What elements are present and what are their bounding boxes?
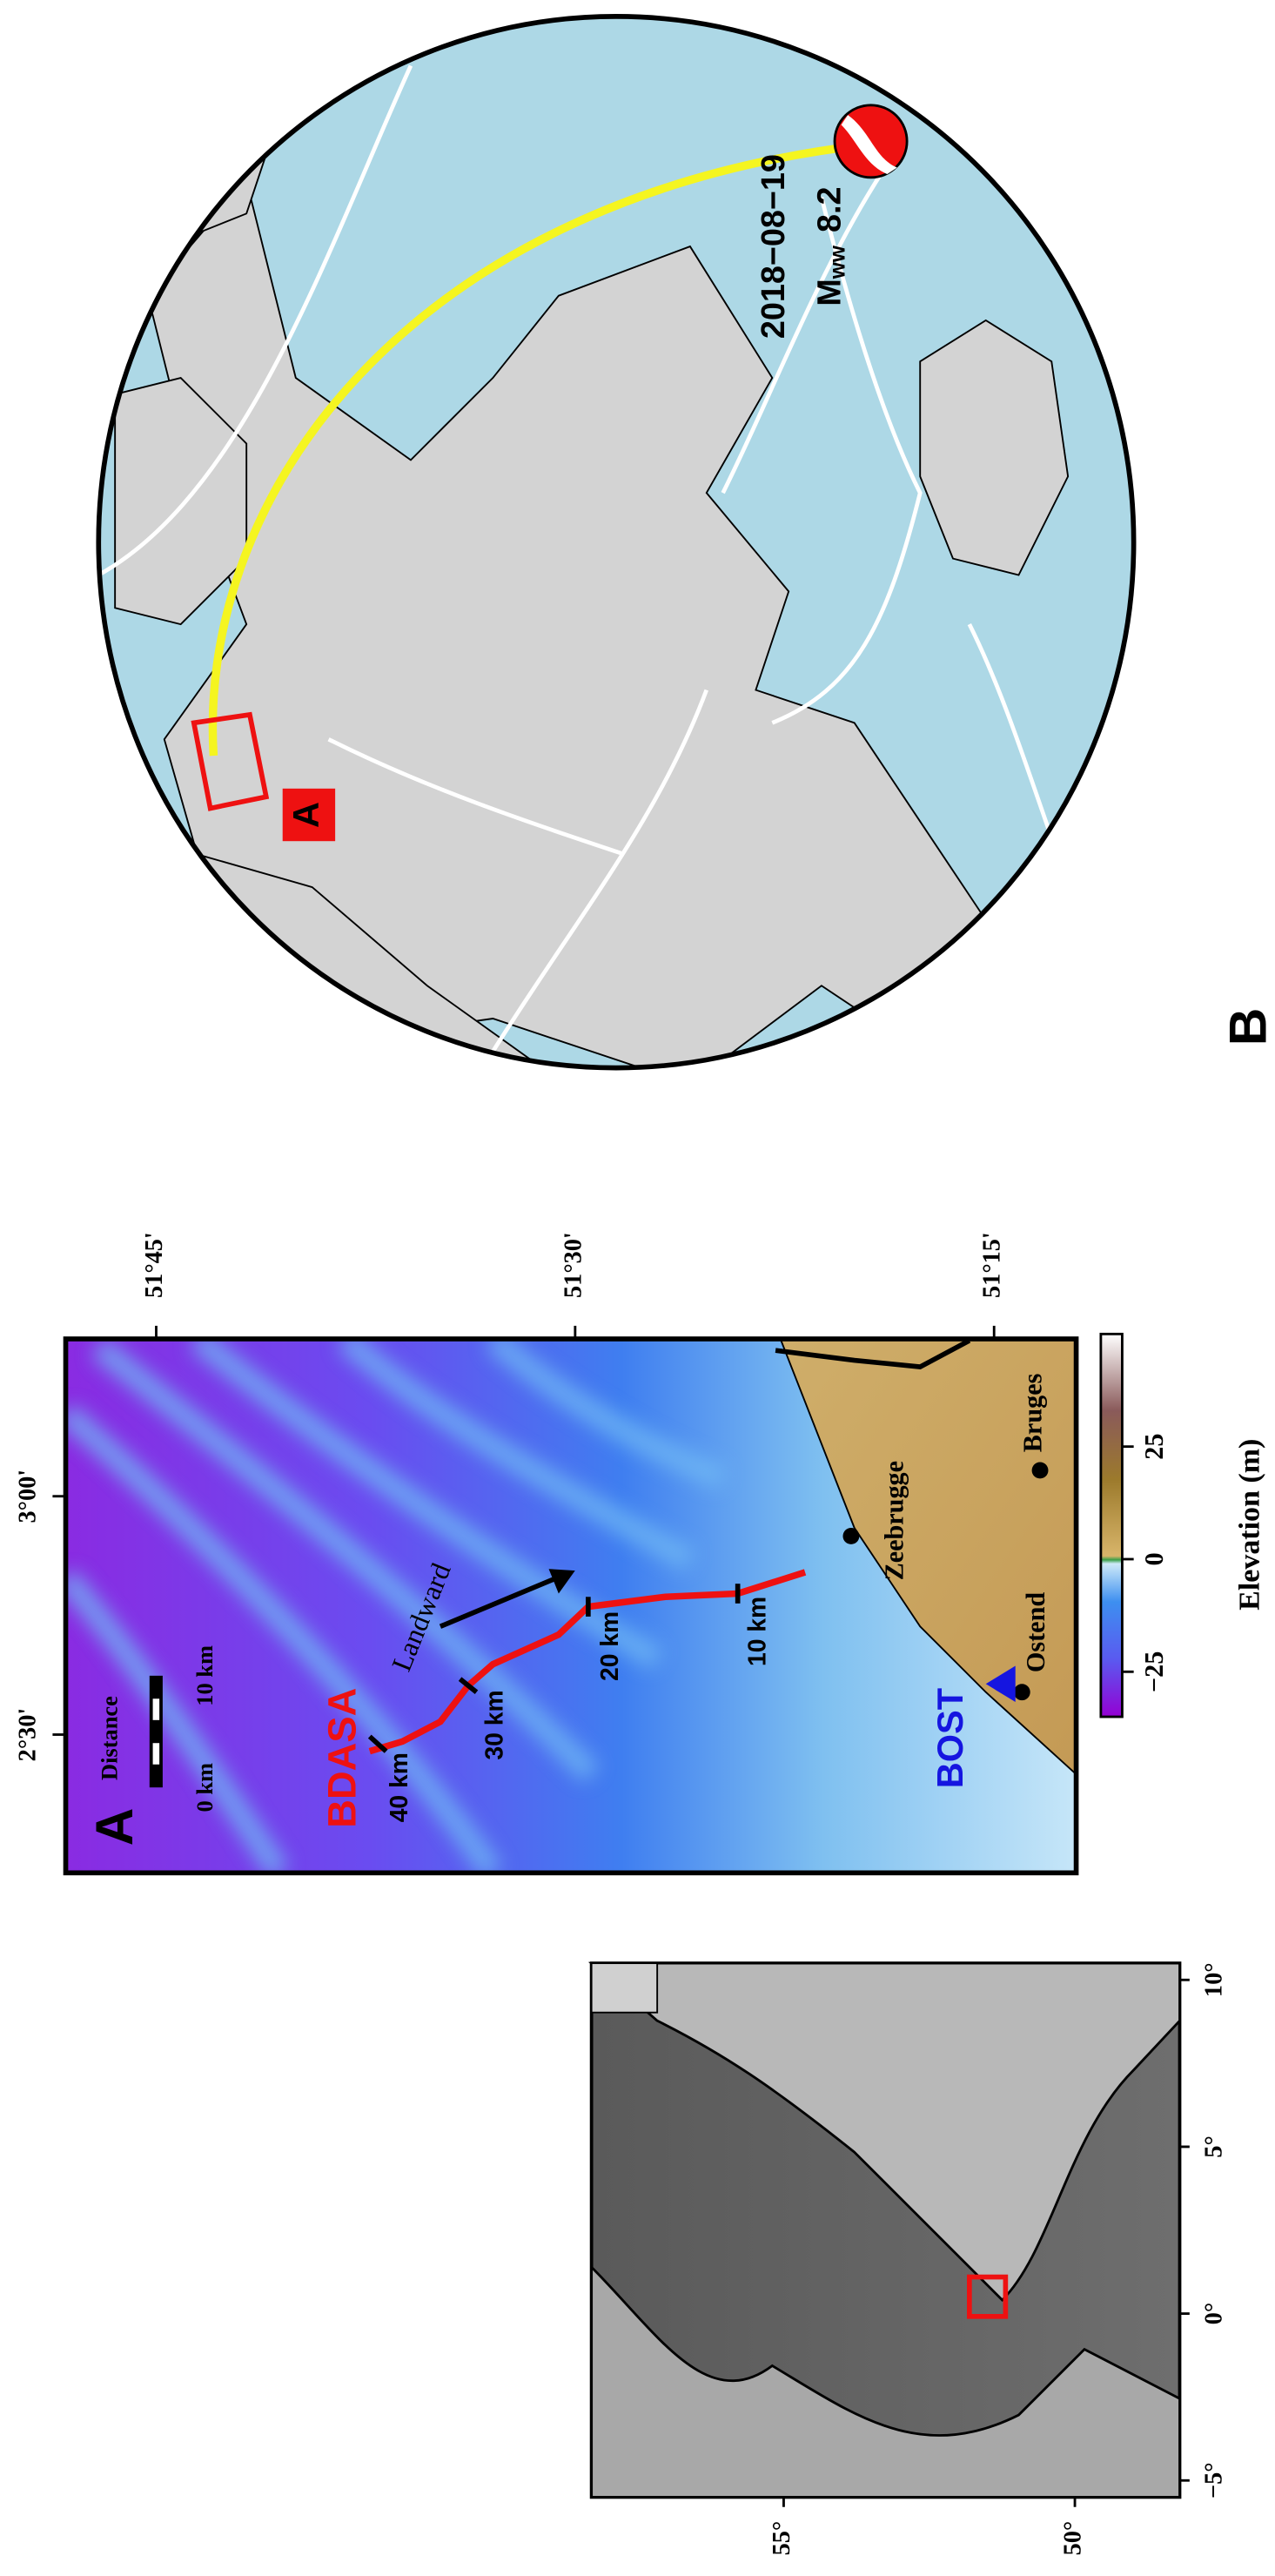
scale-label: 10 km [191, 1645, 218, 1706]
inset-lon-tick-label: 5° [1201, 2135, 1228, 2157]
lon-tick-label: 2°30' [14, 1708, 41, 1762]
cable-marker-label: 40 km [385, 1752, 413, 1822]
beachball-dilatation [841, 115, 897, 175]
map-a [65, 1339, 1077, 1873]
colorbar-tick-label: 0 [1139, 1552, 1169, 1565]
ostend-dot [1013, 1684, 1030, 1701]
scale-bar-segment [152, 1743, 160, 1765]
place-label: Bruges [1017, 1373, 1047, 1452]
map-frame [63, 1336, 1079, 1876]
colorbar-tick-label: −25 [1139, 1651, 1169, 1692]
zeebrugge-dot [842, 1528, 860, 1544]
station-label: BOST [929, 1688, 970, 1788]
cable-track [368, 1569, 807, 1755]
plate-boundaries [98, 64, 1087, 1053]
inset-land [590, 1962, 659, 2014]
inset-lon-tick-label: 10° [1201, 1962, 1228, 1997]
beachball [833, 104, 909, 179]
place-label: Zeebrugge [880, 1461, 909, 1580]
globe-outline [96, 14, 1137, 1071]
cable-marker-label: 20 km [595, 1611, 623, 1681]
inset-lat-tick-label: 55° [768, 2521, 795, 2556]
lat-tick-label: 51°45' [141, 1232, 168, 1298]
panel-label: A [84, 1808, 144, 1846]
land-australia [919, 319, 1070, 576]
scale-title: Distance [96, 1696, 122, 1780]
event-date: 2018−08−19 [755, 154, 791, 339]
magnitude-symbol: M [810, 279, 847, 306]
cable-marker-label: 30 km [480, 1690, 508, 1759]
magnitude-type: ww [827, 245, 850, 279]
inset [587, 1961, 1182, 2499]
study-box [191, 711, 270, 811]
lat-tick-label: 51°30' [560, 1232, 587, 1298]
inset-lat-tick-label: 50° [1060, 2521, 1087, 2556]
ray-path [208, 140, 869, 757]
cable-name: BDASA [319, 1688, 364, 1828]
magnitude-value: 8.2 [810, 186, 847, 232]
inset-land [590, 2263, 1181, 2499]
cable-marker-label: 10 km [743, 1597, 771, 1666]
box-label: A [285, 802, 326, 828]
arrow-head [548, 1569, 575, 1594]
scale-bar [149, 1675, 163, 1788]
bruges-dot [1031, 1462, 1049, 1479]
panel-label: B [1218, 1008, 1275, 1046]
magnitude-label: Mww 8.2 [810, 186, 850, 306]
lon-tick-label: 3°00' [14, 1470, 41, 1523]
colorbar-tick-label: 25 [1139, 1434, 1169, 1460]
landward-arrow [439, 1575, 560, 1629]
cable-markers [367, 1584, 741, 1753]
lat-tick-label: 51°15' [979, 1232, 1006, 1298]
station-marker [985, 1665, 1016, 1703]
inset-lon-tick-label: 0° [1201, 2303, 1228, 2324]
study-box-tag [282, 788, 336, 842]
sandbanks [65, 1339, 728, 1873]
border [775, 1339, 971, 1369]
inset-land [587, 1961, 1181, 2302]
inset-study-box [967, 2274, 1009, 2319]
scale-bar-segment [152, 1698, 160, 1720]
inset-lon-tick-label: −5° [1201, 2462, 1228, 2499]
colorbar-title: Elevation (m) [1233, 1439, 1265, 1611]
land [779, 1339, 1077, 1776]
globe [98, 16, 1134, 1068]
place-label: Ostend [1021, 1592, 1050, 1672]
colorbar [1099, 1332, 1124, 1718]
scale-label: 0 km [191, 1763, 218, 1812]
